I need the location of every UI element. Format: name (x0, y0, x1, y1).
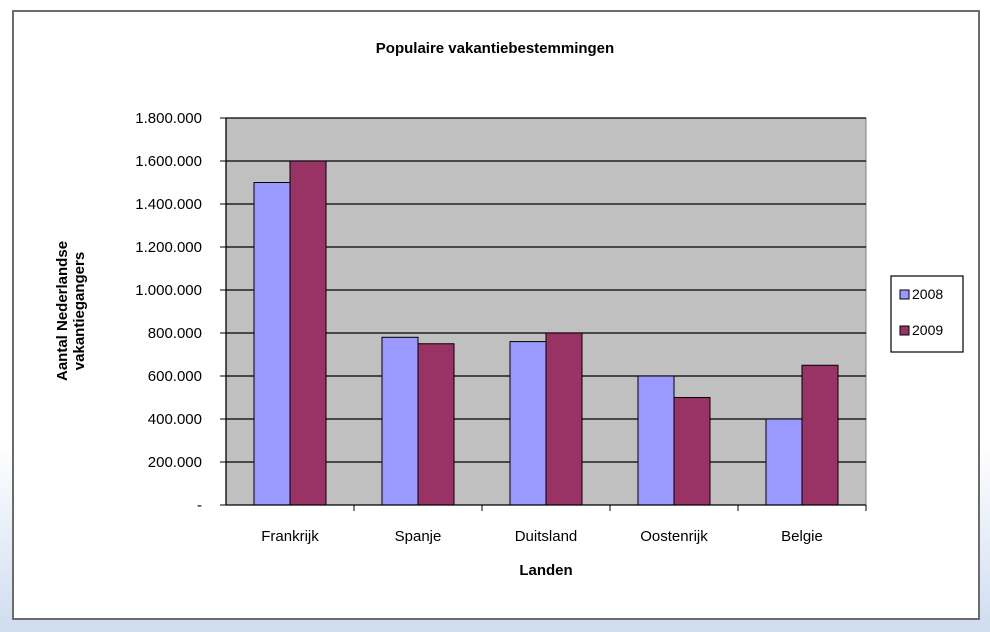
y-tick-label: 600.000 (148, 368, 202, 385)
x-tick-labels: Frankrijk Spanje Duitsland Oostenrijk Belgie (261, 528, 823, 545)
y-tick-label: 1.400.000 (135, 196, 202, 213)
x-tick-label: Oostenrijk (640, 528, 708, 545)
legend-box (890, 275, 964, 353)
x-tick-label: Duitsland (515, 528, 578, 545)
y-axis-title-line-1: Aantal Nederlandse (54, 241, 71, 381)
legend: 2008 2009 (890, 275, 964, 353)
legend-swatch-2008 (899, 289, 910, 300)
bar-2008-frankrijk (253, 182, 291, 506)
legend-label-2008: 2008 (912, 286, 943, 302)
bar-2009-belgie (801, 364, 839, 506)
y-tick-labels: - 200.000 400.000 600.000 800.000 1.000.000 1.… (135, 110, 202, 514)
legend-label-2009: 2009 (912, 322, 943, 338)
bar-2009-oostenrijk (673, 397, 711, 506)
y-axis-title: Aantal Nederlandse vakantiegangers (54, 241, 88, 381)
bar-2009-duitsland (545, 332, 583, 506)
x-axis-title: Landen (519, 562, 572, 579)
y-tick-label: 1.200.000 (135, 239, 202, 256)
bar-2008-duitsland (509, 341, 547, 506)
y-tick-label: 1.000.000 (135, 282, 202, 299)
y-tick-label: 400.000 (148, 411, 202, 428)
bar-2008-spanje (381, 336, 419, 506)
x-tick-label: Frankrijk (261, 528, 319, 545)
bar-2008-oostenrijk (637, 375, 675, 506)
y-tick-label: 200.000 (148, 454, 202, 471)
legend-swatch-2009 (899, 325, 910, 336)
y-tick-label: - (197, 497, 202, 514)
x-tick-label: Spanje (395, 528, 442, 545)
y-axis-title-line-2: vakantiegangers (71, 252, 88, 370)
bar-2008-belgie (765, 418, 803, 506)
y-tick-label: 800.000 (148, 325, 202, 342)
y-tick-label: 1.800.000 (135, 110, 202, 127)
axes (220, 117, 867, 511)
bar-2009-frankrijk (289, 160, 327, 506)
chart-title: Populaire vakantiebestemmingen (376, 40, 614, 57)
bars (253, 160, 839, 506)
bar-2009-spanje (417, 343, 455, 506)
x-tick-label: Belgie (781, 528, 823, 545)
y-tick-label: 1.600.000 (135, 153, 202, 170)
